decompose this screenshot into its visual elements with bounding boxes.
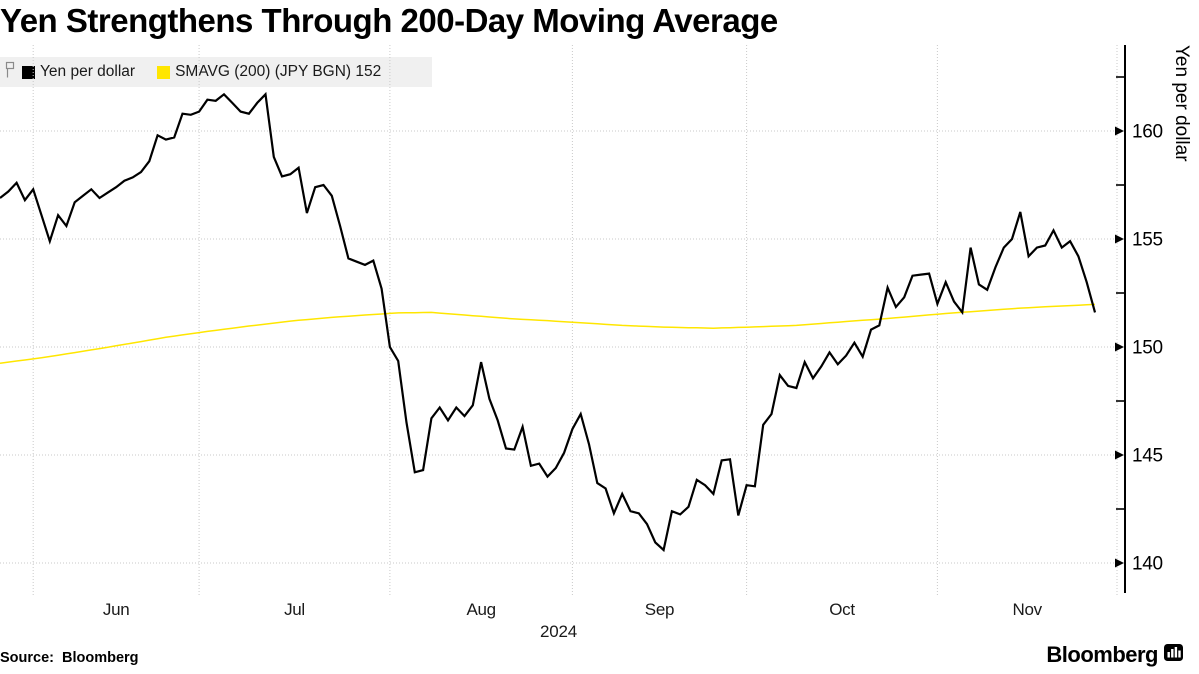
sma-line bbox=[0, 303, 1096, 364]
x-month-label: Jun bbox=[103, 600, 130, 619]
x-axis-year-label: 2024 bbox=[539, 622, 578, 641]
legend-swatch-smavg bbox=[157, 65, 171, 79]
bloomberg-wordmark: Bloomberg bbox=[1046, 642, 1158, 667]
chart-title: Yen Strengthens Through 200-Day Moving A… bbox=[0, 2, 778, 39]
legend-item-smavg: SMAVG (200) (JPY BGN) 152 bbox=[157, 63, 381, 81]
flag-marker-icon bbox=[5, 60, 18, 84]
gridlines bbox=[0, 45, 1118, 595]
bar-chart-icon bbox=[1164, 644, 1183, 666]
y-tick-arrow bbox=[1115, 558, 1124, 568]
y-tick-label: 150 bbox=[1132, 338, 1163, 359]
x-month-label: Aug bbox=[466, 600, 495, 619]
x-month-label: Nov bbox=[1013, 600, 1043, 619]
source-value: Bloomberg bbox=[62, 650, 139, 666]
y-tick-arrow bbox=[1115, 450, 1124, 460]
legend-label-price: Yen per dollar bbox=[40, 63, 136, 80]
x-month-label: Sep bbox=[645, 600, 674, 619]
legend-item-price: Yen per dollar bbox=[22, 63, 135, 81]
x-axis: Jun Jul Aug Sep Oct Nov bbox=[103, 600, 1043, 619]
y-tick-arrow bbox=[1115, 342, 1124, 352]
y-tick-arrow bbox=[1115, 126, 1124, 136]
bloomberg-logo: Bloomberg bbox=[1046, 642, 1183, 668]
y-axis: 140 145 150 155 160 bbox=[1115, 45, 1163, 593]
y-tick-arrow bbox=[1115, 234, 1124, 244]
y-tick-label: 155 bbox=[1132, 230, 1163, 251]
y-tick-label: 145 bbox=[1132, 446, 1163, 467]
y-tick-label: 140 bbox=[1132, 554, 1163, 575]
y-tick-label: 160 bbox=[1132, 122, 1163, 143]
y-axis-title: Yen per dollar bbox=[1171, 45, 1192, 162]
source-label: Source: bbox=[0, 650, 54, 666]
price-line bbox=[0, 91, 1097, 553]
chart-legend: Yen per dollar SMAVG (200) (JPY BGN) 152 bbox=[0, 57, 432, 87]
legend-label-smavg: SMAVG (200) (JPY BGN) 152 bbox=[175, 63, 382, 80]
legend-swatch-price bbox=[22, 65, 35, 79]
source-attribution: Source: Bloomberg bbox=[0, 650, 139, 666]
x-month-label: Jul bbox=[284, 600, 305, 619]
x-month-label: Oct bbox=[829, 600, 855, 619]
